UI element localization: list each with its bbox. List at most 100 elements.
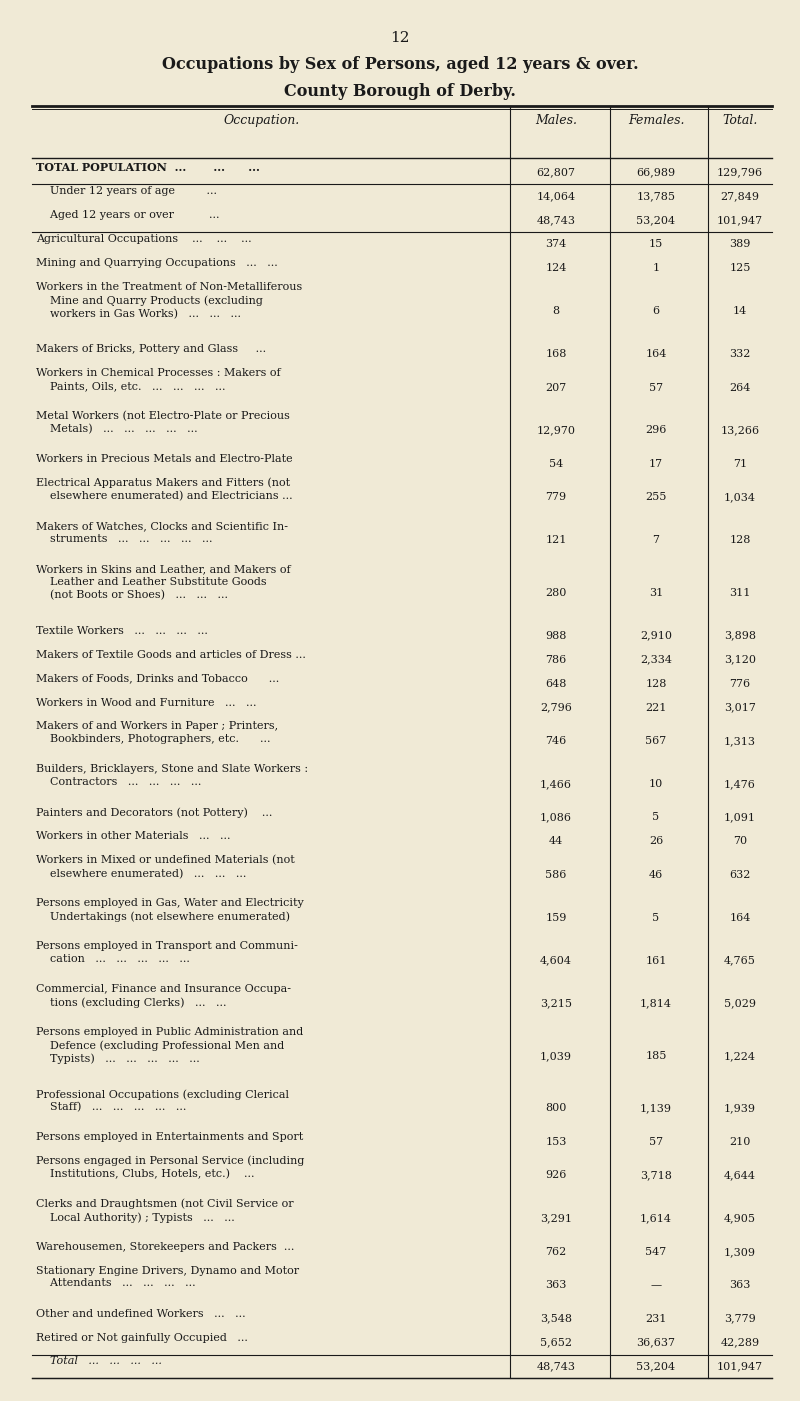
Text: Metal Workers (not Electro-Plate or Precious
    Metals)   ...   ...   ...   ...: Metal Workers (not Electro-Plate or Prec… <box>36 410 290 434</box>
Text: 3,120: 3,120 <box>724 654 756 664</box>
Text: 4,644: 4,644 <box>724 1170 756 1181</box>
Text: 6: 6 <box>653 307 659 317</box>
Text: 210: 210 <box>730 1136 750 1147</box>
Text: Painters and Decorators (not Pottery)    ...: Painters and Decorators (not Pottery) ..… <box>36 807 272 818</box>
Text: 26: 26 <box>649 836 663 846</box>
Text: 128: 128 <box>730 535 750 545</box>
Text: 1,139: 1,139 <box>640 1104 672 1114</box>
Text: Workers in Precious Metals and Electro-Plate: Workers in Precious Metals and Electro-P… <box>36 454 293 464</box>
Text: Persons employed in Gas, Water and Electricity
    Undertakings (not elsewhere e: Persons employed in Gas, Water and Elect… <box>36 898 304 922</box>
Text: Electrical Apparatus Makers and Fitters (not
    elsewhere enumerated) and Elect: Electrical Apparatus Makers and Fitters … <box>36 478 293 502</box>
Text: 632: 632 <box>730 870 750 880</box>
Text: 31: 31 <box>649 588 663 598</box>
Text: Persons engaged in Personal Service (including
    Institutions, Clubs, Hotels, : Persons engaged in Personal Service (inc… <box>36 1156 304 1180</box>
Text: 762: 762 <box>546 1247 566 1257</box>
Text: 207: 207 <box>546 382 566 392</box>
Text: Occupation.: Occupation. <box>224 113 300 127</box>
Text: County Borough of Derby.: County Borough of Derby. <box>284 83 516 99</box>
Text: Workers in the Treatment of Non-Metalliferous
    Mine and Quarry Products (excl: Workers in the Treatment of Non-Metallif… <box>36 282 302 319</box>
Text: Occupations by Sex of Persons, aged 12 years & over.: Occupations by Sex of Persons, aged 12 y… <box>162 56 638 73</box>
Text: Aged 12 years or over          ...: Aged 12 years or over ... <box>36 210 219 220</box>
Text: 776: 776 <box>730 678 750 688</box>
Text: 161: 161 <box>646 955 666 965</box>
Text: 1,309: 1,309 <box>724 1247 756 1257</box>
Text: 10: 10 <box>649 779 663 789</box>
Text: 231: 231 <box>646 1314 666 1324</box>
Text: 363: 363 <box>546 1281 566 1290</box>
Text: 3,779: 3,779 <box>724 1314 756 1324</box>
Text: 1,224: 1,224 <box>724 1051 756 1061</box>
Text: Workers in Chemical Processes : Makers of
    Paints, Oils, etc.   ...   ...   .: Workers in Chemical Processes : Makers o… <box>36 368 281 391</box>
Text: 746: 746 <box>546 736 566 745</box>
Text: 13,266: 13,266 <box>721 426 759 436</box>
Text: 48,743: 48,743 <box>537 1362 575 1372</box>
Text: 27,849: 27,849 <box>721 192 759 202</box>
Text: TOTAL POPULATION  ...       ...      ...: TOTAL POPULATION ... ... ... <box>36 163 260 174</box>
Text: 71: 71 <box>733 460 747 469</box>
Text: 101,947: 101,947 <box>717 216 763 226</box>
Text: Total.: Total. <box>722 113 758 127</box>
Text: Workers in other Materials   ...   ...: Workers in other Materials ... ... <box>36 831 230 841</box>
Text: Females.: Females. <box>628 113 684 127</box>
Text: 800: 800 <box>546 1104 566 1114</box>
Text: 15: 15 <box>649 240 663 249</box>
Text: Makers of Foods, Drinks and Tobacco      ...: Makers of Foods, Drinks and Tobacco ... <box>36 674 279 684</box>
Text: 1,614: 1,614 <box>640 1213 672 1223</box>
Text: 374: 374 <box>546 240 566 249</box>
Text: Stationary Engine Drivers, Dynamo and Motor
    Attendants   ...   ...   ...   .: Stationary Engine Drivers, Dynamo and Mo… <box>36 1265 299 1289</box>
Text: 54: 54 <box>549 460 563 469</box>
Text: 926: 926 <box>546 1170 566 1181</box>
Text: 17: 17 <box>649 460 663 469</box>
Text: 363: 363 <box>730 1281 750 1290</box>
Text: Persons employed in Transport and Communi-
    cation   ...   ...   ...   ...   : Persons employed in Transport and Commun… <box>36 941 298 964</box>
Text: Clerks and Draughtsmen (not Civil Service or
    Local Authority) ; Typists   ..: Clerks and Draughtsmen (not Civil Servic… <box>36 1199 294 1223</box>
Text: Textile Workers   ...   ...   ...   ...: Textile Workers ... ... ... ... <box>36 626 208 636</box>
Text: 62,807: 62,807 <box>537 168 575 178</box>
Text: 988: 988 <box>546 630 566 640</box>
Text: 5,652: 5,652 <box>540 1338 572 1348</box>
Text: 567: 567 <box>646 736 666 745</box>
Text: Workers in Skins and Leather, and Makers of
    Leather and Leather Substitute G: Workers in Skins and Leather, and Makers… <box>36 563 290 600</box>
Text: 779: 779 <box>546 492 566 503</box>
Text: Warehousemen, Storekeepers and Packers  ...: Warehousemen, Storekeepers and Packers .… <box>36 1241 294 1251</box>
Text: Persons employed in Entertainments and Sport: Persons employed in Entertainments and S… <box>36 1132 303 1142</box>
Text: Professional Occupations (excluding Clerical
    Staff)   ...   ...   ...   ... : Professional Occupations (excluding Cler… <box>36 1089 289 1112</box>
Text: 153: 153 <box>546 1136 566 1147</box>
Text: 44: 44 <box>549 836 563 846</box>
Text: 1,466: 1,466 <box>540 779 572 789</box>
Text: 2,910: 2,910 <box>640 630 672 640</box>
Text: 1,939: 1,939 <box>724 1104 756 1114</box>
Text: 3,718: 3,718 <box>640 1170 672 1181</box>
Text: 3,017: 3,017 <box>724 702 756 713</box>
Text: 3,291: 3,291 <box>540 1213 572 1223</box>
Text: 101,947: 101,947 <box>717 1362 763 1372</box>
Text: 42,289: 42,289 <box>721 1338 759 1348</box>
Text: 12,970: 12,970 <box>537 426 575 436</box>
Text: 124: 124 <box>546 263 566 273</box>
Text: 3,215: 3,215 <box>540 999 572 1009</box>
Text: 164: 164 <box>730 912 750 923</box>
Text: Males.: Males. <box>535 113 577 127</box>
Text: 648: 648 <box>546 678 566 688</box>
Text: 66,989: 66,989 <box>637 168 675 178</box>
Text: 12: 12 <box>390 31 410 45</box>
Text: 57: 57 <box>649 382 663 392</box>
Text: 255: 255 <box>646 492 666 503</box>
Text: 1: 1 <box>653 263 659 273</box>
Text: 1,039: 1,039 <box>540 1051 572 1061</box>
Text: 1,313: 1,313 <box>724 736 756 745</box>
Text: 46: 46 <box>649 870 663 880</box>
Text: 3,548: 3,548 <box>540 1314 572 1324</box>
Text: Builders, Bricklayers, Stone and Slate Workers :
    Contractors   ...   ...   .: Builders, Bricklayers, Stone and Slate W… <box>36 765 308 787</box>
Text: 4,905: 4,905 <box>724 1213 756 1223</box>
Text: 1,091: 1,091 <box>724 813 756 822</box>
Text: 164: 164 <box>646 349 666 359</box>
Text: —: — <box>650 1281 662 1290</box>
Text: 8: 8 <box>553 307 559 317</box>
Text: 70: 70 <box>733 836 747 846</box>
Text: 1,086: 1,086 <box>540 813 572 822</box>
Text: 48,743: 48,743 <box>537 216 575 226</box>
Text: 185: 185 <box>646 1051 666 1061</box>
Text: 13,785: 13,785 <box>637 192 675 202</box>
Text: Makers of Textile Goods and articles of Dress ...: Makers of Textile Goods and articles of … <box>36 650 306 660</box>
